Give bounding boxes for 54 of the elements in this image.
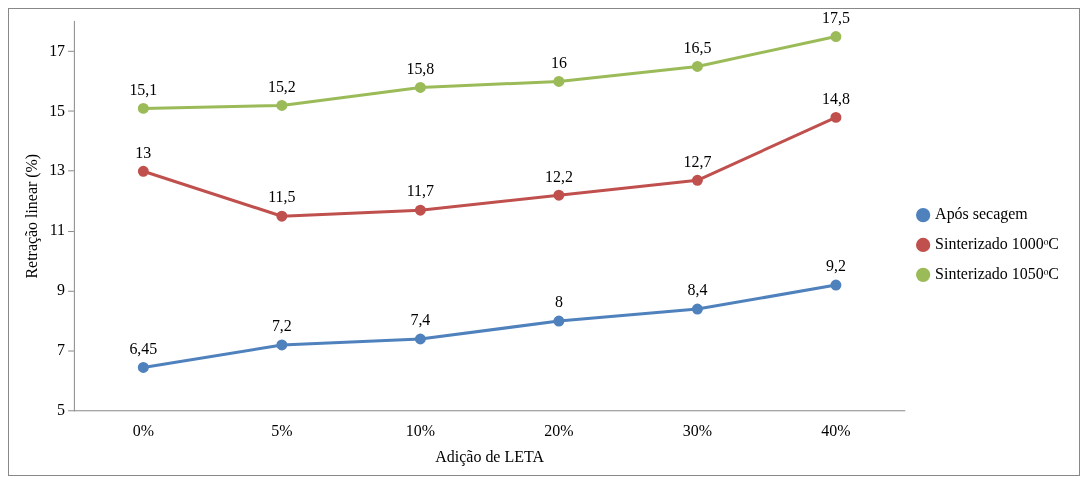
legend-label: Sinterizado 1050ᵒC <box>935 265 1059 283</box>
point <box>830 31 842 42</box>
y-tick-label: 9 <box>57 281 66 299</box>
x-tick-label: 40% <box>821 421 851 439</box>
point <box>137 102 149 114</box>
y-tick-label: 5 <box>57 401 66 419</box>
point <box>414 333 426 345</box>
data-label: 14,8 <box>821 89 850 107</box>
point <box>414 81 426 93</box>
point <box>276 210 288 222</box>
data-label: 13 <box>135 143 152 161</box>
point <box>691 303 703 315</box>
data-label: 11,5 <box>268 188 296 206</box>
point <box>553 75 565 87</box>
data-label: 7,4 <box>410 311 431 329</box>
point <box>553 315 565 327</box>
point <box>830 279 842 291</box>
legend-label: Após secagem <box>935 205 1029 224</box>
data-label: 11,7 <box>406 182 435 200</box>
point <box>137 361 149 373</box>
data-label: 16 <box>550 53 567 71</box>
point <box>691 174 703 186</box>
data-label: 15,2 <box>267 77 296 95</box>
y-tick-label: 7 <box>57 341 66 359</box>
point <box>276 339 288 351</box>
data-label: 8,4 <box>687 281 708 299</box>
data-label: 16,5 <box>683 38 712 56</box>
data-label: 6,45 <box>129 339 158 357</box>
data-label: 7,2 <box>271 317 292 335</box>
x-tick-label: 0% <box>132 421 154 439</box>
y-tick-label: 11 <box>49 221 66 239</box>
x-tick-label: 10% <box>405 421 435 439</box>
y-axis-title: Retração linear (%) <box>22 153 41 279</box>
point <box>137 165 149 177</box>
legend-label: Sinterizado 1000ᵒC <box>935 235 1059 253</box>
data-label: 8 <box>554 293 563 311</box>
x-tick-label: 30% <box>682 421 713 439</box>
x-tick-label: 20% <box>544 421 574 439</box>
data-label: 15,1 <box>129 80 158 98</box>
y-tick-label: 15 <box>49 101 66 119</box>
point <box>553 189 565 201</box>
x-tick-label: 5% <box>271 421 293 439</box>
data-label: 9,2 <box>825 257 846 275</box>
data-label: 12,2 <box>544 167 573 185</box>
point <box>414 204 426 216</box>
y-tick-label: 17 <box>49 41 66 59</box>
point <box>276 99 288 111</box>
y-tick-label: 13 <box>49 161 66 179</box>
data-label: 15,8 <box>406 59 435 77</box>
data-label: 17,5 <box>821 8 850 26</box>
x-axis-title: Adição de LETA <box>435 447 545 466</box>
point <box>830 111 842 123</box>
point <box>691 60 703 72</box>
data-label: 12,7 <box>683 152 712 170</box>
